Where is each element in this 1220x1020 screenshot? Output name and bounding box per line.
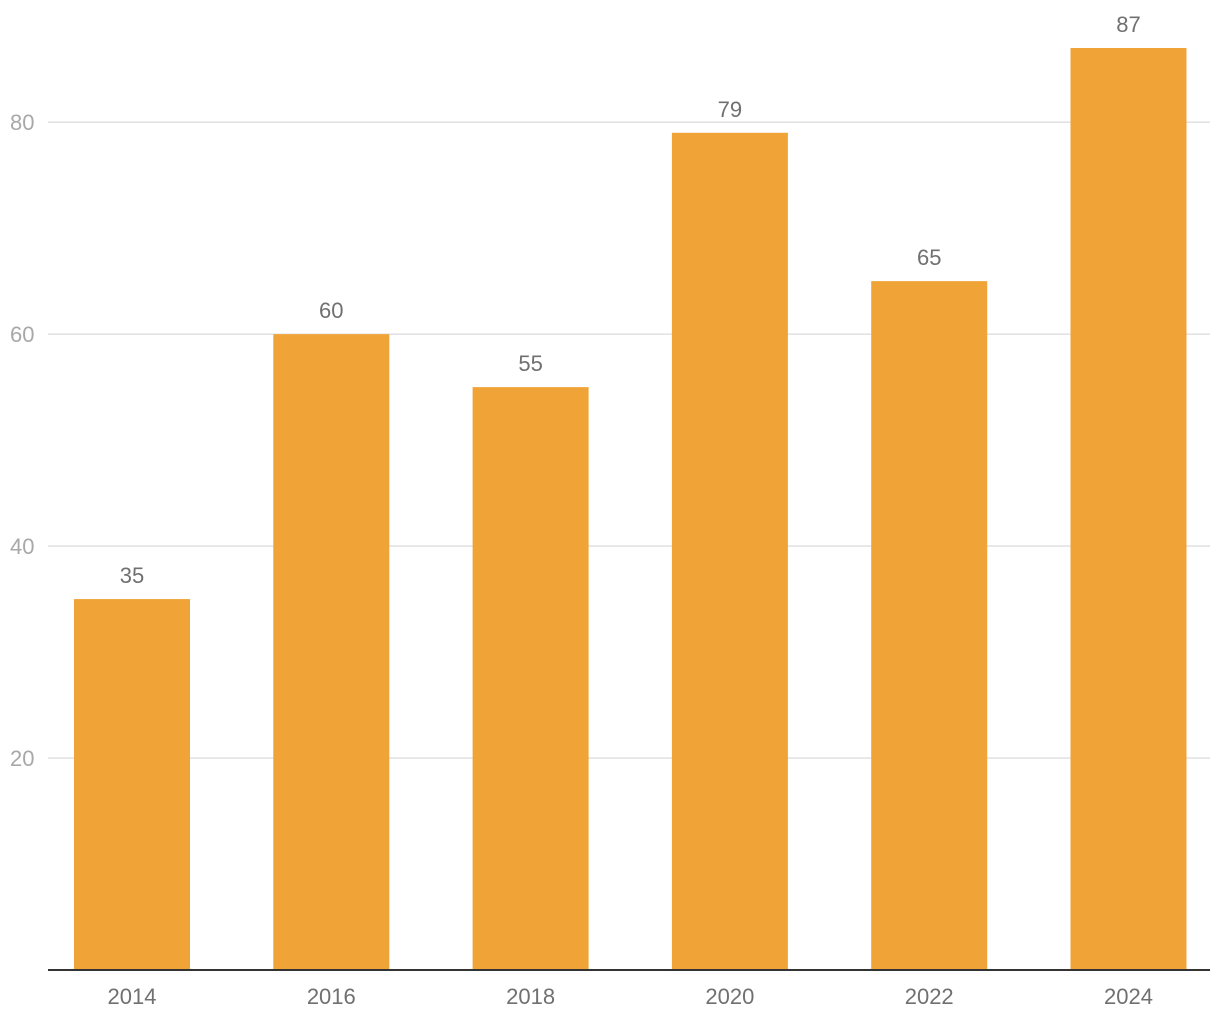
- bar-2016: [273, 334, 390, 970]
- bar-value-label: 65: [917, 245, 941, 270]
- y-tick-label: 20: [10, 746, 34, 771]
- bar-2014: [74, 599, 190, 970]
- x-tick-label: 2020: [705, 984, 754, 1009]
- bar-value-label: 55: [518, 351, 542, 376]
- x-tick-label: 2014: [108, 984, 157, 1009]
- y-tick-label: 40: [10, 534, 34, 559]
- axes: 2014 2016 2018 2020 2022 2024: [48, 969, 1210, 1009]
- bar-value-label: 60: [319, 298, 343, 323]
- x-tick-label: 2022: [905, 984, 954, 1009]
- bar-2024: [1070, 48, 1187, 970]
- x-tick-label: 2018: [506, 984, 555, 1009]
- bar-2018: [472, 387, 589, 970]
- y-tick-label: 80: [10, 110, 34, 135]
- data-labels: 35 60 55 79 65 87: [120, 12, 1141, 588]
- bar-value-label: 79: [718, 97, 742, 122]
- bar-2020: [671, 132, 788, 970]
- x-tick-label: 2016: [307, 984, 356, 1009]
- bar-value-label: 87: [1116, 12, 1140, 37]
- x-tick-label: 2024: [1104, 984, 1153, 1009]
- y-tick-label: 60: [10, 322, 34, 347]
- bar-2022: [871, 281, 988, 970]
- gridlines: 20 40 60 80: [10, 110, 1210, 771]
- bars: [74, 48, 1187, 970]
- bar-value-label: 35: [120, 563, 144, 588]
